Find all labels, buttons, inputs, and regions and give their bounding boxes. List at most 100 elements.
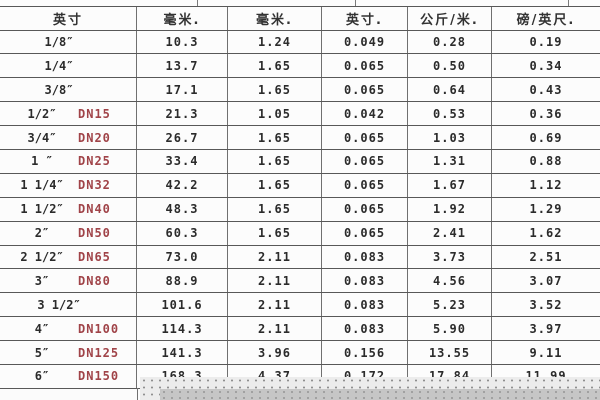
cell-weight-lb-per-ft: 3.52: [529, 297, 563, 312]
dn-designation-label: DN25: [78, 154, 111, 169]
cell-wall-mm: 1.24: [228, 30, 322, 54]
cell-weight-kg-per-m: 0.53: [408, 102, 492, 126]
dn-designation-label: DN80: [78, 273, 111, 288]
cell-nominal-size: 3 1/2″: [0, 293, 137, 317]
nominal-size-inch-label: 3/4″: [27, 130, 57, 145]
cell-od-mm: 42.2: [137, 173, 228, 197]
table-row: 5″ DN125 141.3 3.96 0.156 13.55 9.11: [0, 341, 600, 365]
cell-wall-inch: 0.042: [322, 102, 408, 126]
col-header-od-mm: 毫米.: [137, 7, 228, 30]
table-row: 1/8″ 10.3 1.24 0.049 0.28 0.19: [0, 30, 600, 55]
cell-nominal-size: 3/4″ DN20: [0, 126, 137, 149]
cell-od-mm: 88.9: [137, 269, 228, 293]
cell-wall-inch: 0.156: [322, 341, 408, 364]
cell-weight-lb-per-ft: 0.43: [529, 82, 563, 97]
nominal-size-inch-label: 2 1/2″: [20, 249, 64, 264]
dn-designation-label: DN125: [78, 345, 120, 360]
cell-nominal-size: 1 ″ DN25: [0, 149, 137, 173]
cell-nominal-size: 1/4″: [0, 54, 137, 78]
table-row: 3 1/2″ 101.6 2.11 0.083 5.23 3.52: [0, 293, 600, 318]
pipe-dimension-table: 英寸 毫米. 毫米. 英寸. 公斤/米. 磅/英尺. 1/8″ 10.3 1.24 0…: [0, 6, 600, 389]
cell-od-mm: 73.0: [137, 245, 228, 269]
cell-wall-inch: 0.065: [322, 149, 408, 173]
table-grid-line: [568, 0, 569, 6]
dn-designation-label: DN65: [78, 249, 111, 264]
cell-wall-mm: 2.11: [228, 293, 322, 317]
col-header-nominal-size-inch: 英寸: [0, 7, 137, 30]
cell-wall-inch: 0.065: [322, 54, 408, 78]
cell-wall-mm: 1.65: [228, 173, 322, 197]
cell-od-mm: 114.3: [137, 317, 228, 341]
nominal-size-inch-label: 1/8″: [44, 34, 74, 49]
cell-wall-mm: 2.11: [228, 245, 322, 269]
cell-od-mm: 26.7: [137, 126, 228, 149]
cell-nominal-size: 3/8″: [0, 78, 137, 102]
cell-wall-mm: 1.05: [228, 102, 322, 126]
cell-od-mm: 48.3: [137, 197, 228, 221]
cell-weight-kg-per-m: 13.55: [408, 341, 492, 364]
nominal-size-inch-label: 4″: [34, 321, 50, 336]
cell-weight-lb-per-ft: 1.12: [529, 178, 563, 193]
cell-weight-lb-per-ft: 3.97: [529, 321, 563, 336]
cutoff-top-row: [0, 0, 600, 6]
table-grid-line: [197, 0, 198, 6]
cell-weight-kg-per-m: 4.56: [408, 269, 492, 293]
cell-weight-lb-per-ft: 0.34: [529, 58, 563, 73]
cell-wall-mm: 1.65: [228, 149, 322, 173]
cell-weight-kg-per-m: 1.31: [408, 149, 492, 173]
cell-nominal-size: 6″ DN150: [0, 364, 137, 388]
nominal-size-inch-label: 1/4″: [44, 58, 74, 73]
table-row: 1 ″ DN25 33.4 1.65 0.065 1.31 0.88: [0, 149, 600, 174]
cell-weight-lb-per-ft: 3.07: [529, 273, 563, 288]
cell-weight-lb-per-ft: 0.19: [529, 34, 563, 49]
col-header-wall-inch: 英寸.: [322, 7, 408, 30]
cell-wall-mm: 1.65: [228, 197, 322, 221]
table-header-row: 英寸 毫米. 毫米. 英寸. 公斤/米. 磅/英尺.: [0, 6, 600, 31]
table-grid-line: [355, 0, 356, 6]
dn-designation-label: DN40: [78, 202, 111, 217]
cell-weight-kg-per-m: 0.64: [408, 78, 492, 102]
cell-od-mm: 33.4: [137, 149, 228, 173]
cell-wall-mm: 1.65: [228, 221, 322, 245]
table-grid-line: [137, 388, 138, 400]
cell-nominal-size: 2″ DN50: [0, 221, 137, 245]
cell-nominal-size: 1/2″ DN15: [0, 102, 137, 126]
watermark-dotted-overlay: [140, 377, 600, 400]
dn-designation-label: DN32: [78, 178, 111, 193]
nominal-size-inch-label: 3/8″: [44, 82, 74, 97]
cell-weight-kg-per-m: 1.92: [408, 197, 492, 221]
cell-od-mm: 21.3: [137, 102, 228, 126]
nominal-size-inch-label: 6″: [34, 369, 50, 384]
cell-wall-inch: 0.065: [322, 221, 408, 245]
cell-wall-inch: 0.049: [322, 30, 408, 54]
cell-wall-mm: 2.11: [228, 269, 322, 293]
cell-nominal-size: 5″ DN125: [0, 341, 137, 364]
table-row: 3″ DN80 88.9 2.11 0.083 4.56 3.07: [0, 269, 600, 294]
cell-weight-kg-per-m: 2.41: [408, 221, 492, 245]
table-body: 1/8″ 10.3 1.24 0.049 0.28 0.19 1/4″ 13.7 1.65 0.0…: [0, 30, 600, 389]
cell-weight-lb-per-ft: 9.11: [529, 345, 563, 360]
cell-wall-mm: 3.96: [228, 341, 322, 364]
col-header-wall-mm: 毫米.: [228, 7, 322, 30]
table-row: 1 1/4″ DN32 42.2 1.65 0.065 1.67 1.12: [0, 173, 600, 198]
cell-weight-kg-per-m: 1.67: [408, 173, 492, 197]
cell-weight-lb-per-ft: 0.36: [529, 106, 563, 121]
table-row: 2 1/2″ DN65 73.0 2.11 0.083 3.73 2.51: [0, 245, 600, 270]
nominal-size-inch-label: 1 1/4″: [20, 178, 64, 193]
table-row: 4″ DN100 114.3 2.11 0.083 5.90 3.97: [0, 317, 600, 342]
cell-weight-kg-per-m: 5.90: [408, 317, 492, 341]
table-row: 1/4″ 13.7 1.65 0.065 0.50 0.34: [0, 54, 600, 79]
cell-weight-kg-per-m: 3.73: [408, 245, 492, 269]
nominal-size-inch-label: 2″: [34, 226, 50, 241]
cell-nominal-size: 1 1/2″ DN40: [0, 197, 137, 221]
nominal-size-inch-label: 1 ″: [31, 154, 53, 169]
cell-wall-mm: 1.65: [228, 126, 322, 149]
cell-od-mm: 13.7: [137, 54, 228, 78]
cell-wall-inch: 0.083: [322, 245, 408, 269]
cell-weight-kg-per-m: 1.03: [408, 126, 492, 149]
cell-weight-kg-per-m: 0.50: [408, 54, 492, 78]
cell-od-mm: 17.1: [137, 78, 228, 102]
nominal-size-inch-label: 1/2″: [27, 106, 57, 121]
cell-wall-mm: 1.65: [228, 54, 322, 78]
